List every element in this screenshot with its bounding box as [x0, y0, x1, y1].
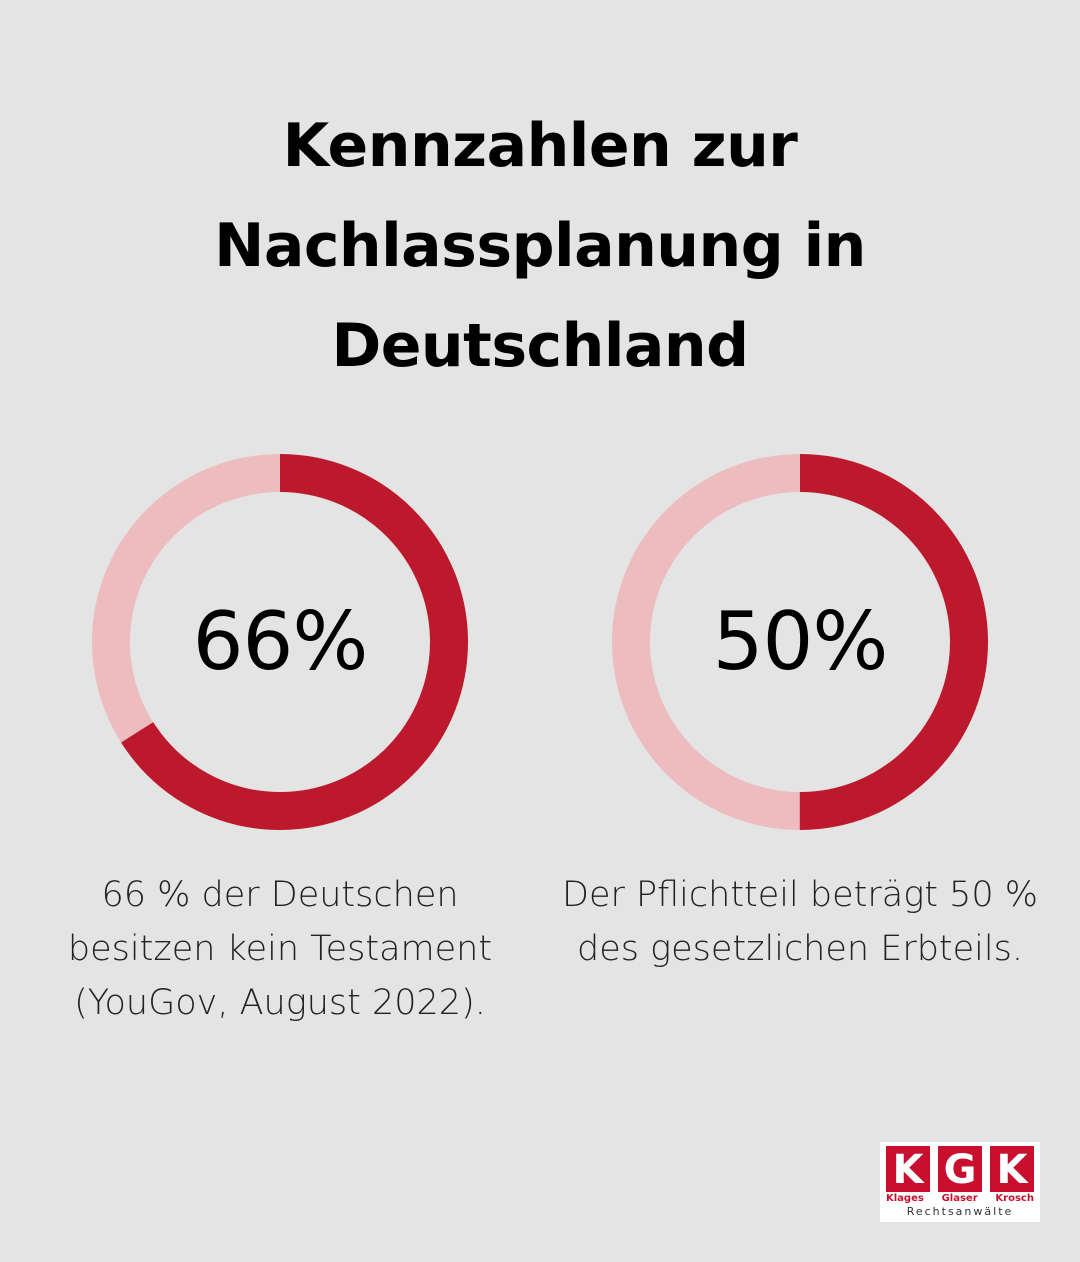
- caption-line: des gesetzlichen Erbteils.: [576, 929, 1023, 969]
- donut-value-arc: [612, 454, 988, 830]
- logo-letters: K G K: [886, 1146, 1034, 1193]
- logo-name-klages: Klages: [886, 1193, 924, 1204]
- donut-value-arc: [92, 454, 468, 830]
- title-line-3: Deutschland: [331, 311, 749, 381]
- donut-chart-testament: 66%: [90, 452, 470, 832]
- donut-svg-pflichtteil: [612, 454, 988, 830]
- caption-pflichtteil: Der Pflichtteil beträgt 50 % des gesetzl…: [540, 868, 1060, 976]
- title-line-1: Kennzahlen zur: [282, 111, 798, 181]
- logo-letter-k2: K: [990, 1146, 1034, 1193]
- caption-testament: 66 % der Deutschen besitzen kein Testame…: [40, 868, 520, 1030]
- logo-subtitle: Rechtsanwälte: [906, 1205, 1014, 1218]
- caption-line: besitzen kein Testament: [67, 929, 493, 969]
- kgk-logo: K G K Klages Glaser Krosch Rechtsanwälte: [880, 1142, 1040, 1222]
- logo-name-krosch: Krosch: [995, 1193, 1034, 1204]
- logo-letter-k: K: [886, 1146, 930, 1193]
- logo-letter-g: G: [938, 1146, 982, 1193]
- logo-names: Klages Glaser Krosch: [886, 1193, 1034, 1205]
- donut-value-label: 66%: [192, 595, 369, 688]
- donut-svg-testament: [92, 454, 468, 830]
- logo-name-glaser: Glaser: [941, 1193, 978, 1204]
- donut-value-label: 50%: [712, 595, 889, 688]
- title-line-2: Nachlassplanung in: [214, 211, 866, 281]
- donut-chart-pflichtteil: 50%: [610, 452, 990, 832]
- caption-line: (YouGov, August 2022).: [74, 983, 486, 1023]
- page-title: Kennzahlen zur Nachlassplanung in Deutsc…: [0, 96, 1080, 396]
- caption-line: Der Pflichtteil beträgt 50 %: [562, 875, 1038, 915]
- caption-line: 66 % der Deutschen: [101, 875, 459, 915]
